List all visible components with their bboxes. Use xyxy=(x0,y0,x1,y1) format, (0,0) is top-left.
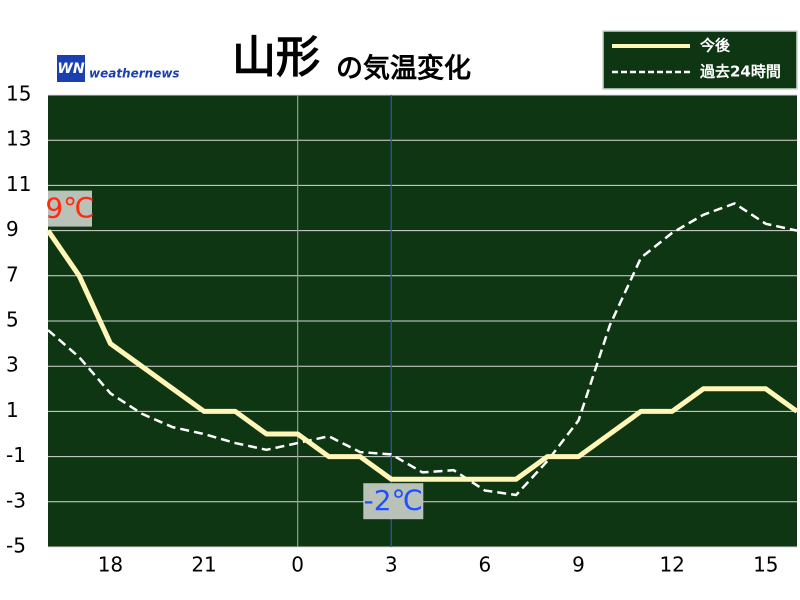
y-tick-label: 7 xyxy=(6,262,19,286)
series-line xyxy=(45,229,799,482)
y-tick-label: 11 xyxy=(6,172,31,196)
y-tick-label: 3 xyxy=(6,353,19,377)
x-tick-label: 0 xyxy=(291,553,304,577)
annotation: -2℃ xyxy=(364,484,423,517)
logo-icon xyxy=(57,55,85,82)
x-tick-label: 9 xyxy=(572,553,585,577)
legend-label: 過去24時間 xyxy=(699,63,781,81)
brand: weathernews xyxy=(89,67,180,81)
chart-title: 山形 xyxy=(232,32,320,83)
x-tick-label: 3 xyxy=(385,553,398,577)
x-tick-label: 21 xyxy=(191,553,216,577)
logo-mark: WN xyxy=(57,61,84,77)
annotation: 9℃ xyxy=(45,192,94,225)
y-tick-label: 9 xyxy=(6,217,19,241)
x-tick-label: 18 xyxy=(98,553,123,577)
y-tick-label: -3 xyxy=(6,488,26,512)
y-tick-label: 1 xyxy=(6,398,19,422)
y-tick-label: -1 xyxy=(6,443,26,467)
series-line xyxy=(47,202,798,497)
chart-subtitle: の気温変化 xyxy=(336,53,471,85)
x-tick-label: 6 xyxy=(479,553,492,577)
x-tick-label: 12 xyxy=(659,553,684,577)
y-tick-label: 5 xyxy=(6,308,19,332)
y-tick-label: 15 xyxy=(6,82,31,106)
legend-label: 今後 xyxy=(699,37,731,55)
annotation-box xyxy=(48,190,92,227)
y-tick-label: -5 xyxy=(6,534,26,558)
y-tick-label: 13 xyxy=(6,127,31,151)
annotation-box xyxy=(363,483,424,520)
x-tick-label: 15 xyxy=(753,553,778,577)
legend-box xyxy=(602,30,798,90)
